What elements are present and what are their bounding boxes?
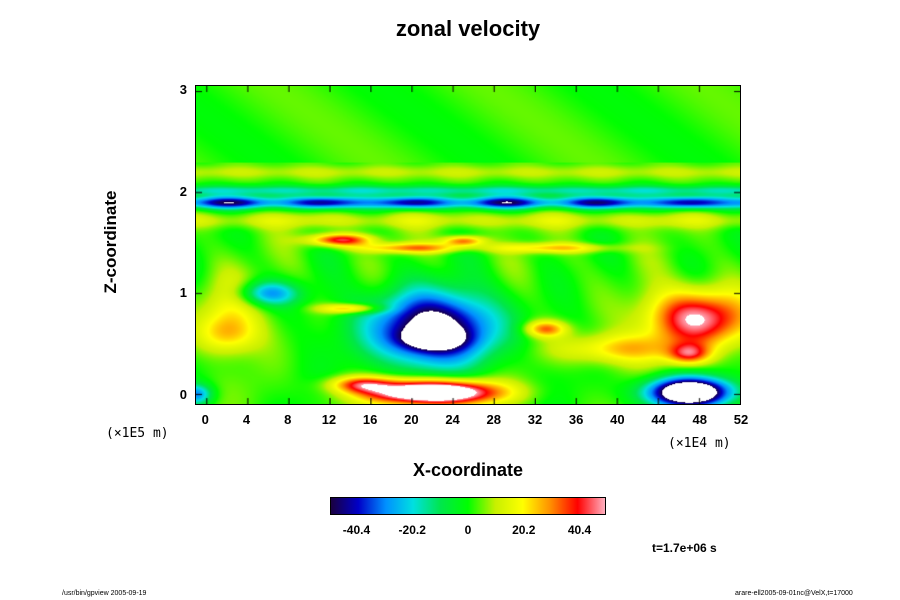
y-tick-label: 0 xyxy=(179,386,187,402)
x-tick-label: 12 xyxy=(321,412,337,427)
chart-title: zonal velocity xyxy=(395,16,541,41)
x-tick-label: 4 xyxy=(242,412,251,427)
x-tick-label: 44 xyxy=(651,412,666,427)
footer-source: arare-ell2005-09-01nc@VelX,t=17000 xyxy=(735,590,853,597)
colorbar-tick-label: 40.4 xyxy=(567,523,592,537)
x-tick-label: 32 xyxy=(527,412,543,427)
colorbar-tick-label: -20.2 xyxy=(398,523,426,537)
x-tick-label: 16 xyxy=(362,412,378,427)
y-tick-label: 2 xyxy=(179,183,187,199)
x-tick-label: 36 xyxy=(568,412,584,427)
heatmap-canvas xyxy=(196,86,740,404)
x-tick-label: 40 xyxy=(610,412,625,427)
x-tick-label: 0 xyxy=(201,412,209,427)
y-axis-label: Z-coordinate xyxy=(101,190,120,294)
x-scale-note: (×1E4 m) xyxy=(668,436,731,451)
plot-area xyxy=(195,85,741,405)
colorbar-tick-label: 20.2 xyxy=(512,523,536,537)
y-tick-label: 3 xyxy=(179,82,187,98)
footer-command: /usr/bin/gpview 2005-09-19 xyxy=(62,590,147,597)
x-tick-label: 48 xyxy=(692,412,708,427)
y-tick-label: 1 xyxy=(179,285,187,301)
x-tick-label: 24 xyxy=(445,412,460,427)
colorbar-tick-label: -40.4 xyxy=(342,523,371,537)
colorbar-tick-label: 0 xyxy=(464,523,472,537)
y-scale-note: (×1E5 m) xyxy=(106,426,169,441)
x-tick-label: 28 xyxy=(486,412,501,427)
x-tick-label: 20 xyxy=(404,412,419,427)
colorbar xyxy=(330,497,606,515)
x-tick-label: 8 xyxy=(284,412,292,427)
time-annotation: t=1.7e+06 s xyxy=(652,541,717,555)
x-axis-label: X-coordinate xyxy=(412,460,523,480)
x-tick-label: 52 xyxy=(733,412,749,427)
